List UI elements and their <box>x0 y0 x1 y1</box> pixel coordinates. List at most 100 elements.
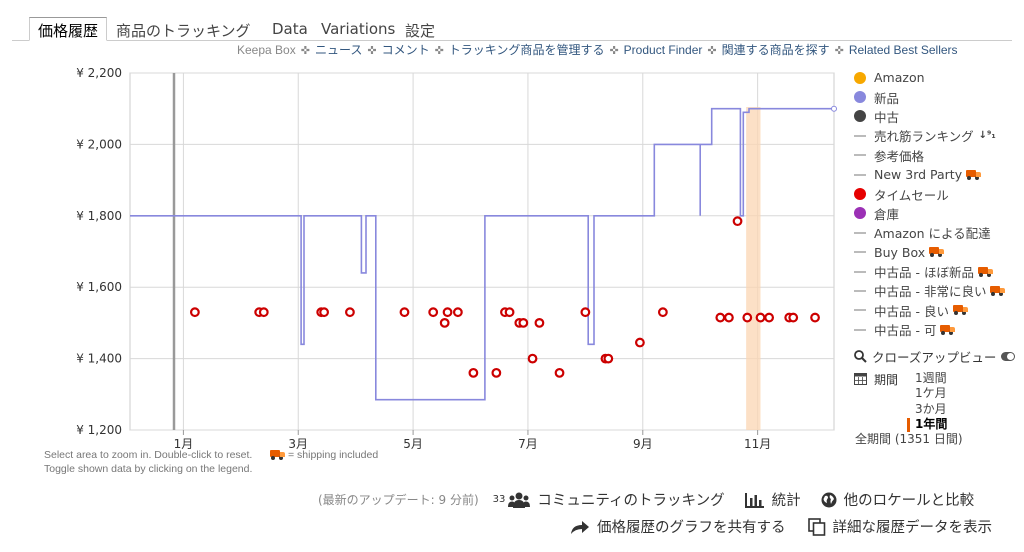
magnifier-icon <box>854 350 867 363</box>
legend-item[interactable]: 新品 <box>852 87 1022 106</box>
link-comments[interactable]: コメント <box>381 43 430 57</box>
series-end-point <box>831 105 837 112</box>
separator-icon: ✜ <box>609 45 619 57</box>
lightning-deal-point <box>319 307 329 318</box>
tab-data[interactable]: Data <box>272 20 308 38</box>
x-tick-label: 3月 <box>288 437 308 451</box>
legend-item[interactable]: Amazon による配達 <box>852 223 1022 242</box>
lightning-deal-point <box>345 307 355 318</box>
tab-price-history[interactable]: 価格履歴 <box>29 17 108 41</box>
period-all[interactable]: 全期間 (1351 日間) <box>855 432 963 447</box>
link-product-finder[interactable]: Product Finder <box>623 43 703 57</box>
legend-label: タイムセール <box>874 187 949 203</box>
link-related-products[interactable]: 関連する商品を探す <box>721 43 830 57</box>
x-tick-label: 7月 <box>518 437 538 451</box>
truck-icon <box>270 450 285 460</box>
y-tick-label: ¥ 2,200 <box>76 66 122 80</box>
lightning-deal-point <box>258 307 269 318</box>
share-graph-button[interactable]: 価格履歴のグラフを共有する <box>570 516 786 537</box>
y-tick-label: ¥ 1,800 <box>76 209 122 223</box>
legend-item[interactable]: Buy Box <box>852 243 1022 262</box>
plot-area <box>129 72 835 431</box>
sort-numeric-icon: ↓⁹₁ <box>978 130 996 142</box>
legend-label: 中古品 - ほぼ新品 <box>874 265 974 281</box>
truck-icon <box>940 324 956 335</box>
truck-icon <box>990 285 1006 296</box>
detail-data-label: 詳細な履歴データを表示 <box>832 520 993 536</box>
legend-item[interactable]: 中古品 - 良い <box>852 301 1022 320</box>
calendar-icon <box>854 373 867 385</box>
lightning-deal-point <box>732 216 743 227</box>
compare-locales-button[interactable]: 他のロケールと比較 <box>821 489 974 510</box>
link-manage-tracking[interactable]: トラッキング商品を管理する <box>448 43 605 57</box>
legend-line-icon <box>854 309 866 312</box>
lightning-deal-point <box>788 312 799 323</box>
legend-item[interactable]: 中古品 - 可 <box>852 320 1022 339</box>
legend-line-icon <box>854 134 866 137</box>
legend-item[interactable]: 売れ筋ランキング ↓⁹₁ <box>852 126 1022 145</box>
legend-label: 新品 <box>874 90 900 106</box>
period-3-months[interactable]: 3か月 <box>915 401 947 416</box>
legend-item[interactable]: New 3rd Party <box>852 165 1022 184</box>
truck-icon <box>952 305 968 316</box>
legend-dot-icon <box>854 71 866 84</box>
legend-item[interactable]: Amazon <box>852 68 1022 87</box>
tab-settings[interactable]: 設定 <box>405 22 436 40</box>
last-updated: (最新のアップデート: 9 分前) <box>318 493 479 507</box>
legend-label: 中古品 - 良い <box>874 303 949 319</box>
legend-label: 中古品 - 可 <box>874 323 937 339</box>
share-arrow-icon <box>571 520 589 534</box>
keepa-box-label: Keepa Box <box>237 43 296 57</box>
separator-icon: ✜ <box>300 45 310 57</box>
legend-line-icon <box>854 289 866 292</box>
share-graph-label: 価格履歴のグラフを共有する <box>597 520 786 536</box>
lightning-deal-point <box>527 353 538 364</box>
community-tracking-label: コミュニティのトラッキング <box>537 493 725 509</box>
legend-item[interactable]: 参考価格 <box>852 146 1022 165</box>
statistics-button[interactable]: 統計 <box>744 489 801 510</box>
lightning-deal-point <box>635 337 645 348</box>
lightning-deal-point <box>724 312 734 323</box>
legend-label: 売れ筋ランキング <box>874 129 974 145</box>
legend-line-icon <box>854 328 866 331</box>
tab-product-tracking[interactable]: 商品のトラッキング <box>116 22 251 40</box>
period-1-year[interactable]: 1年間 <box>907 417 963 433</box>
detail-data-button[interactable]: 詳細な履歴データを表示 <box>807 516 993 537</box>
closeup-toggle[interactable]: クローズアップビュー <box>854 347 1016 366</box>
separator-icon: ✜ <box>707 45 717 57</box>
selection-highlight <box>746 107 761 430</box>
link-bar: Keepa Box ✜ ニュース ✜ コメント ✜ トラッキング商品を管理する ✜ Produc… <box>237 41 958 58</box>
closeup-label: クローズアップビュー <box>872 350 997 365</box>
y-tick-label: ¥ 2,000 <box>76 137 122 151</box>
truck-icon <box>929 247 945 258</box>
community-tracking-button[interactable]: コミュニティのトラッキング <box>508 489 725 510</box>
period-1-month[interactable]: 1ケ月 <box>915 386 947 401</box>
shipping-note: = shipping included <box>270 449 378 461</box>
legend-item[interactable]: タイムセール <box>852 184 1022 203</box>
tab-variations[interactable]: Variations <box>321 20 396 38</box>
legend-item[interactable]: 中古 <box>852 107 1022 126</box>
x-tick-label: 11月 <box>744 437 771 451</box>
x-tick-label: 5月 <box>403 437 423 451</box>
link-news[interactable]: ニュース <box>314 43 363 57</box>
y-tick-label: ¥ 1,400 <box>76 352 122 366</box>
toggle-switch-icon[interactable] <box>1001 352 1016 361</box>
y-tick-label: ¥ 1,600 <box>76 280 122 294</box>
lightning-deal-point <box>810 312 820 323</box>
footer-row-1: (最新のアップデート: 9 分前) 33 コミュニティのトラッキング 統計 他の… <box>318 489 974 510</box>
legend-line-icon <box>854 251 866 254</box>
link-related-best-sellers[interactable]: Related Best Sellers <box>848 43 958 57</box>
lightning-deal-point <box>428 307 439 318</box>
legend-item[interactable]: 中古品 - ほぼ新品 <box>852 262 1022 281</box>
x-tick-label: 1月 <box>174 437 194 451</box>
x-tick-label: 9月 <box>633 437 653 451</box>
legend-item[interactable]: 倉庫 <box>852 204 1022 223</box>
legend-line-icon <box>854 270 866 273</box>
chart-legend: Amazon 新品 中古売れ筋ランキング ↓⁹₁ 参考価格 New 3rd Party タイ… <box>852 68 1022 339</box>
legend-dot-icon <box>854 188 866 201</box>
period-1-week[interactable]: 1週間 <box>915 371 947 385</box>
legend-item[interactable]: 中古品 - 非常に良い <box>852 281 1022 300</box>
lightning-deal-point <box>755 312 766 323</box>
legend-dot-icon <box>854 110 866 123</box>
